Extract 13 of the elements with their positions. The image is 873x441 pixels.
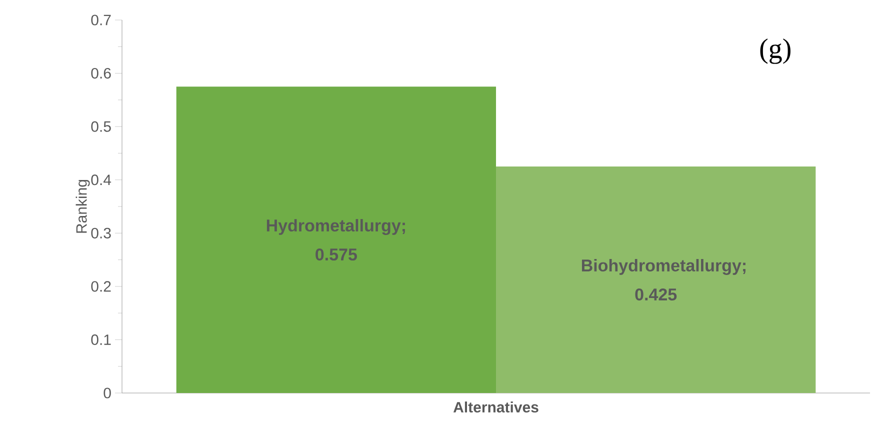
y-tick-label: 0 — [104, 388, 111, 398]
y-tick-label: 0.2 — [91, 281, 111, 292]
annotation: (g) — [760, 38, 790, 64]
data-label: Hydrometallurgy; 0.575 — [266, 219, 405, 261]
y-axis-title: Ranking — [76, 180, 90, 233]
y-tick-label: 0.1 — [91, 334, 111, 346]
y-tick-label: 0.5 — [91, 121, 111, 132]
x-axis-title: Alternatives — [453, 402, 538, 413]
y-tick-label: 0.6 — [91, 68, 111, 79]
y-tick-label: 0.4 — [91, 174, 112, 186]
y-tick-label: 0.3 — [91, 228, 111, 238]
y-tick-label: 0.7 — [91, 14, 111, 26]
data-label: Biohydrometallurgy; 0.425 — [582, 259, 746, 301]
